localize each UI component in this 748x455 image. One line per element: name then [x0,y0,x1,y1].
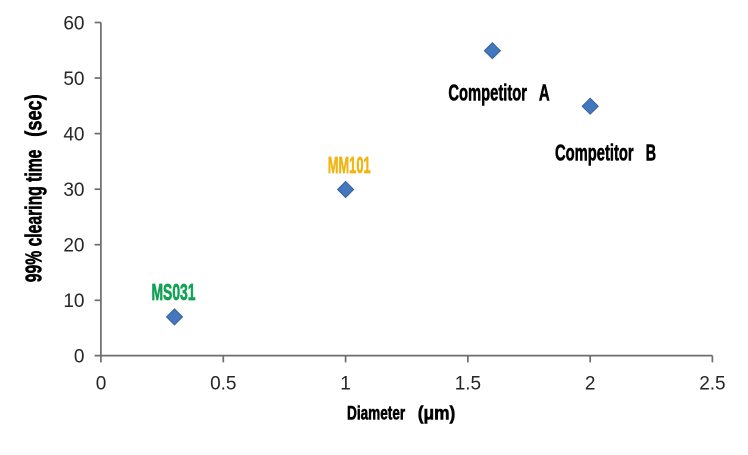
svg-text:60: 60 [63,13,84,34]
svg-text:1: 1 [340,373,351,394]
svg-text:2: 2 [585,373,596,394]
svg-text:0: 0 [74,347,85,368]
svg-text:MS031: MS031 [151,279,195,305]
svg-text:MM101: MM101 [328,152,371,178]
svg-text:99% clearing time: 99% clearing time [20,150,46,283]
svg-text:40: 40 [63,124,84,145]
svg-text:(μm): (μm) [418,403,456,425]
svg-text:20: 20 [63,236,84,257]
svg-text:B: B [646,140,657,166]
svg-text:50: 50 [63,69,84,90]
svg-text:Diameter: Diameter [347,403,405,425]
svg-text:0.5: 0.5 [210,373,236,394]
svg-text:Competitor: Competitor [555,140,634,166]
svg-text:10: 10 [63,291,84,312]
svg-text:1.5: 1.5 [455,373,481,394]
svg-text:(sec): (sec) [20,94,46,136]
svg-text:2.5: 2.5 [699,373,725,394]
svg-text:Competitor: Competitor [448,80,527,106]
svg-text:30: 30 [63,180,84,201]
svg-text:0: 0 [96,373,107,394]
svg-text:A: A [539,80,550,106]
